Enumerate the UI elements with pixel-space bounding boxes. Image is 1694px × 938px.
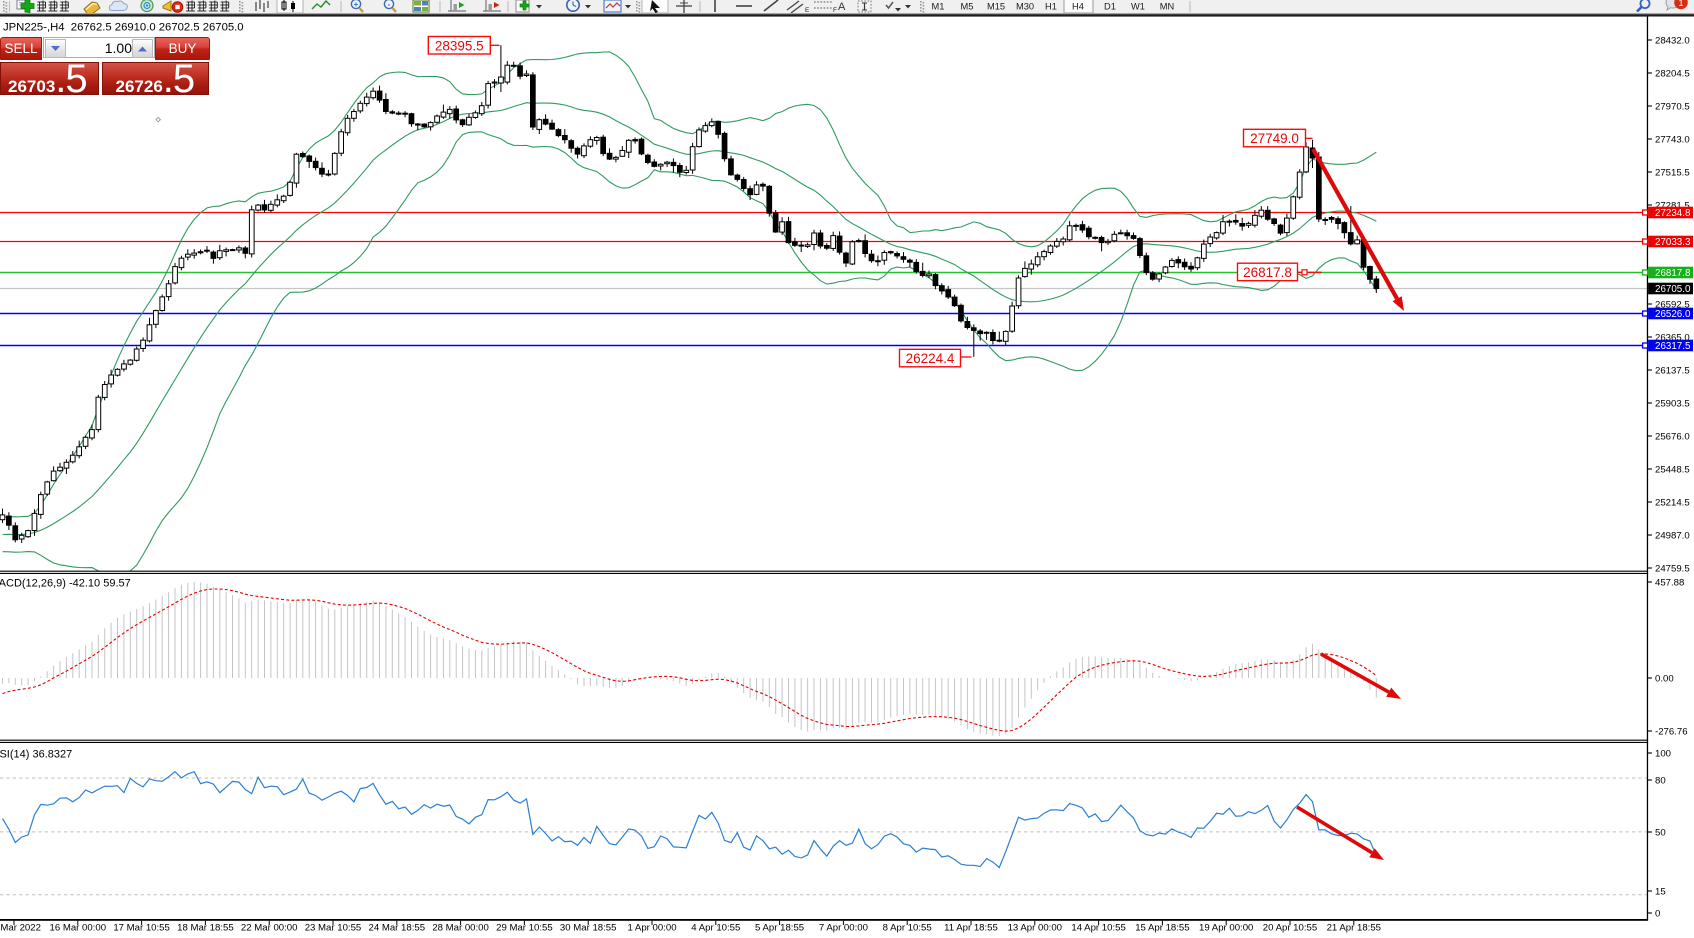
svg-text:26224.4: 26224.4 [906, 351, 955, 366]
svg-text:A: A [838, 1, 846, 13]
svg-text:E: E [805, 7, 810, 13]
svg-text:0.00: 0.00 [1655, 673, 1674, 684]
svg-text:F: F [833, 7, 837, 13]
svg-text:21 Apr 18:55: 21 Apr 18:55 [1327, 923, 1381, 933]
svg-text:80: 80 [1655, 775, 1666, 786]
svg-text:16 Mar 00:00: 16 Mar 00:00 [50, 923, 107, 933]
svg-text:25903.5: 25903.5 [1655, 398, 1690, 409]
svg-text:20 Apr 10:55: 20 Apr 10:55 [1263, 923, 1317, 933]
svg-text:457.88: 457.88 [1655, 577, 1684, 588]
svg-text:MACD(12,26,9) -42.10 59.57: MACD(12,26,9) -42.10 59.57 [0, 578, 131, 590]
svg-text:11 Apr 18:55: 11 Apr 18:55 [944, 923, 998, 933]
svg-text:5 Apr 18:55: 5 Apr 18:55 [755, 923, 804, 933]
svg-text:27749.0: 27749.0 [1250, 131, 1299, 146]
svg-text:28395.5: 28395.5 [435, 38, 484, 53]
svg-text:1: 1 [1678, 0, 1683, 8]
svg-text:28204.5: 28204.5 [1655, 68, 1690, 79]
svg-text:27281.5: 27281.5 [1655, 200, 1690, 211]
svg-text:M15: M15 [987, 2, 1005, 12]
svg-text:27033.3: 27033.3 [1655, 237, 1691, 248]
svg-text:26526.0: 26526.0 [1655, 309, 1691, 320]
svg-text:M5: M5 [961, 2, 974, 12]
svg-text:27234.8: 27234.8 [1655, 208, 1691, 219]
svg-text:4 Apr 10:55: 4 Apr 10:55 [691, 923, 740, 933]
svg-text:M30: M30 [1016, 2, 1034, 12]
svg-text:25676.0: 25676.0 [1655, 431, 1690, 442]
svg-text:24987.0: 24987.0 [1655, 530, 1690, 541]
svg-text:26137.5: 26137.5 [1655, 365, 1690, 376]
svg-text:0: 0 [1655, 908, 1660, 919]
svg-text:H4: H4 [1072, 2, 1084, 12]
svg-text:24759.5: 24759.5 [1655, 563, 1690, 574]
svg-text:26705.0: 26705.0 [1655, 284, 1691, 295]
svg-text:22 Mar 00:00: 22 Mar 00:00 [241, 923, 298, 933]
svg-text:25448.5: 25448.5 [1655, 464, 1690, 475]
svg-text:W1: W1 [1131, 2, 1145, 12]
svg-text:26817.8: 26817.8 [1655, 268, 1691, 279]
svg-text:-276.76: -276.76 [1655, 726, 1688, 737]
svg-text:100: 100 [1655, 748, 1671, 759]
svg-text:27743.0: 27743.0 [1655, 134, 1690, 145]
svg-text:29 Mar 10:55: 29 Mar 10:55 [496, 923, 553, 933]
svg-text:M1: M1 [932, 2, 945, 12]
svg-text:+: + [354, 0, 359, 9]
svg-text:15: 15 [1655, 886, 1666, 897]
svg-text:H1: H1 [1045, 2, 1057, 12]
svg-text:15 Apr 18:55: 15 Apr 18:55 [1135, 923, 1189, 933]
svg-text:28 Mar 00:00: 28 Mar 00:00 [432, 923, 489, 933]
svg-text:14 Apr 10:55: 14 Apr 10:55 [1071, 923, 1125, 933]
svg-text:-: - [388, 0, 391, 9]
svg-text:26317.5: 26317.5 [1655, 341, 1691, 352]
svg-text:1 Apr 00:00: 1 Apr 00:00 [627, 923, 676, 933]
svg-text:50: 50 [1655, 827, 1666, 838]
svg-text:19 Apr 00:00: 19 Apr 00:00 [1199, 923, 1253, 933]
svg-text:D1: D1 [1104, 2, 1116, 12]
svg-text:JPN225-,H4 26762.5 26910.0 26: JPN225-,H4 26762.5 26910.0 26702.5 26705… [3, 22, 244, 34]
svg-text:8 Apr 10:55: 8 Apr 10:55 [883, 923, 932, 933]
svg-text:15 Mar 2022: 15 Mar 2022 [0, 923, 41, 933]
svg-text:27515.5: 27515.5 [1655, 167, 1690, 178]
svg-text:25214.5: 25214.5 [1655, 497, 1690, 508]
svg-text:26365.0: 26365.0 [1655, 332, 1690, 343]
svg-text:28432.0: 28432.0 [1655, 35, 1690, 46]
svg-text:26592.5: 26592.5 [1655, 299, 1690, 310]
svg-text:7 Apr 00:00: 7 Apr 00:00 [819, 923, 868, 933]
svg-text:26817.8: 26817.8 [1243, 265, 1292, 280]
svg-text:18 Mar 18:55: 18 Mar 18:55 [177, 923, 234, 933]
svg-text:24 Mar 18:55: 24 Mar 18:55 [369, 923, 426, 933]
svg-text:MN: MN [1160, 2, 1174, 12]
svg-text:27970.5: 27970.5 [1655, 101, 1690, 112]
svg-text:17 Mar 10:55: 17 Mar 10:55 [113, 923, 170, 933]
svg-text:30 Mar 18:55: 30 Mar 18:55 [560, 923, 617, 933]
svg-text:RSI(14) 36.8327: RSI(14) 36.8327 [0, 749, 72, 761]
svg-text:23 Mar 10:55: 23 Mar 10:55 [305, 923, 362, 933]
svg-text:13 Apr 00:00: 13 Apr 00:00 [1008, 923, 1062, 933]
